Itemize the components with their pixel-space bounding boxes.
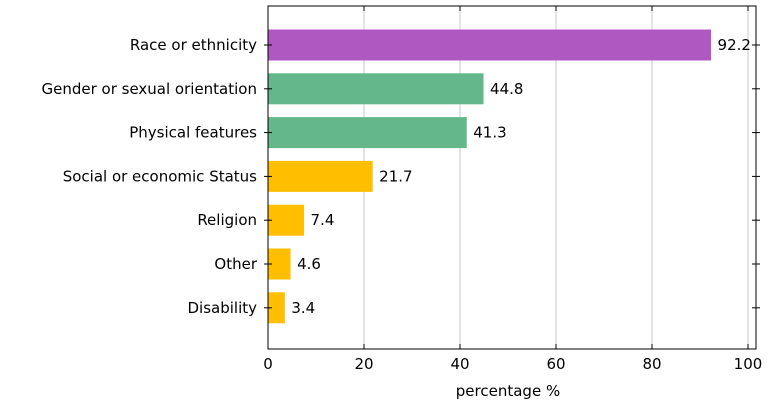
data-label: 41.3 xyxy=(473,124,506,142)
data-label: 7.4 xyxy=(311,211,335,229)
category-label: Other xyxy=(214,255,257,273)
x-ticks: 0 20 40 60 80 100 xyxy=(263,6,762,373)
x-tick-label: 80 xyxy=(642,355,661,373)
x-tick-label: 0 xyxy=(263,355,273,373)
x-axis-title: percentage % xyxy=(456,382,560,400)
data-label: 4.6 xyxy=(297,255,321,273)
bar xyxy=(267,29,712,61)
bar xyxy=(267,117,467,149)
category-label: Social or economic Status xyxy=(63,167,257,185)
category-label: Gender or sexual orientation xyxy=(41,80,257,98)
data-label: 92.2 xyxy=(718,36,751,54)
bar xyxy=(267,204,305,236)
x-tick-label: 60 xyxy=(546,355,565,373)
bar xyxy=(267,73,484,105)
category-label: Religion xyxy=(197,211,257,229)
labels: Race or ethnicity 92.2 Gender or sexual or… xyxy=(41,36,750,317)
data-label: 44.8 xyxy=(490,80,523,98)
plot-frame xyxy=(267,5,757,350)
category-label: Physical features xyxy=(129,124,257,142)
data-label: 21.7 xyxy=(379,167,412,185)
bars xyxy=(267,29,712,324)
x-tick-label: 20 xyxy=(354,355,373,373)
x-tick-label: 100 xyxy=(734,355,763,373)
category-label: Race or ethnicity xyxy=(130,36,257,54)
y-ticks xyxy=(264,44,760,309)
x-tick-label: 40 xyxy=(450,355,469,373)
bar xyxy=(267,160,373,192)
data-label: 3.4 xyxy=(291,299,315,317)
category-label: Disability xyxy=(187,299,257,317)
